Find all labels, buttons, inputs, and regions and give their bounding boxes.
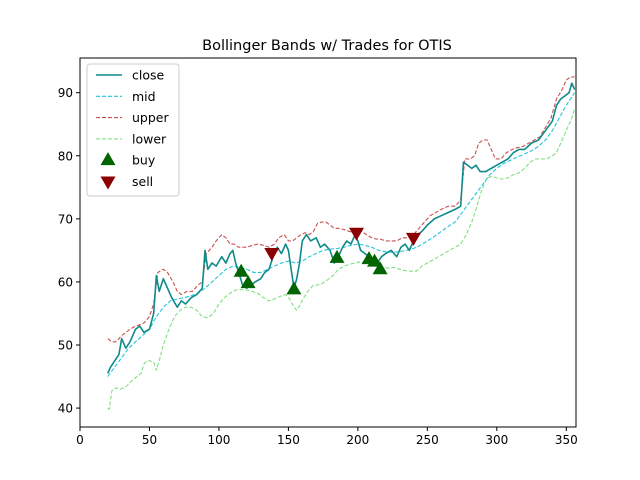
x-tick-label-1: 50 — [142, 433, 157, 447]
sell-marker-1 — [348, 227, 364, 241]
x-tick-label-2: 100 — [207, 433, 230, 447]
x-tick-label-7: 350 — [555, 433, 578, 447]
y-tick-label-4: 80 — [58, 149, 73, 163]
x-tick-label-0: 0 — [76, 433, 84, 447]
y-tick-label-0: 40 — [58, 402, 73, 416]
axes-frame — [79, 57, 577, 428]
axes: 0 50 100 150 200 250 300 350 40 50 60 70 80 90 — [58, 57, 578, 447]
series-line-close — [107, 82, 576, 374]
buy-marker-1 — [240, 275, 256, 289]
y-tick-label-1: 50 — [58, 339, 73, 353]
buy-marker-3 — [329, 249, 345, 263]
x-tick-label-6: 300 — [485, 433, 508, 447]
sell-marker-0 — [264, 247, 280, 261]
buy-marker-0 — [233, 263, 249, 277]
legend-label-upper: upper — [132, 110, 169, 125]
chart-title: Bollinger Bands w/ Trades for OTIS — [202, 38, 452, 54]
y-tick-label-3: 70 — [58, 212, 73, 226]
buy-marker-6 — [372, 261, 388, 275]
legend-label-close: close — [132, 68, 165, 83]
x-tick-label-5: 250 — [416, 433, 439, 447]
legend-swatch-buy — [100, 152, 116, 166]
legend-label-sell: sell — [132, 174, 153, 189]
legend-label-buy: buy — [132, 153, 156, 168]
buy-marker-5 — [367, 253, 383, 267]
x-tick-label-4: 200 — [346, 433, 369, 447]
legend: close mid upper lower buy sell — [86, 63, 180, 197]
buy-marker-2 — [286, 281, 302, 295]
y-tick-label-5: 90 — [58, 86, 73, 100]
trade-markers — [233, 227, 421, 295]
series-layer — [107, 76, 576, 410]
x-tick-label-3: 150 — [277, 433, 300, 447]
legend-label-mid: mid — [132, 89, 156, 104]
series-line-mid — [107, 92, 576, 377]
series-line-upper — [107, 76, 575, 343]
legend-swatch-sell — [100, 176, 116, 190]
y-tick-label-2: 60 — [58, 275, 73, 289]
series-line-lower — [107, 108, 576, 410]
legend-label-lower: lower — [132, 131, 167, 146]
sell-marker-2 — [405, 232, 421, 246]
